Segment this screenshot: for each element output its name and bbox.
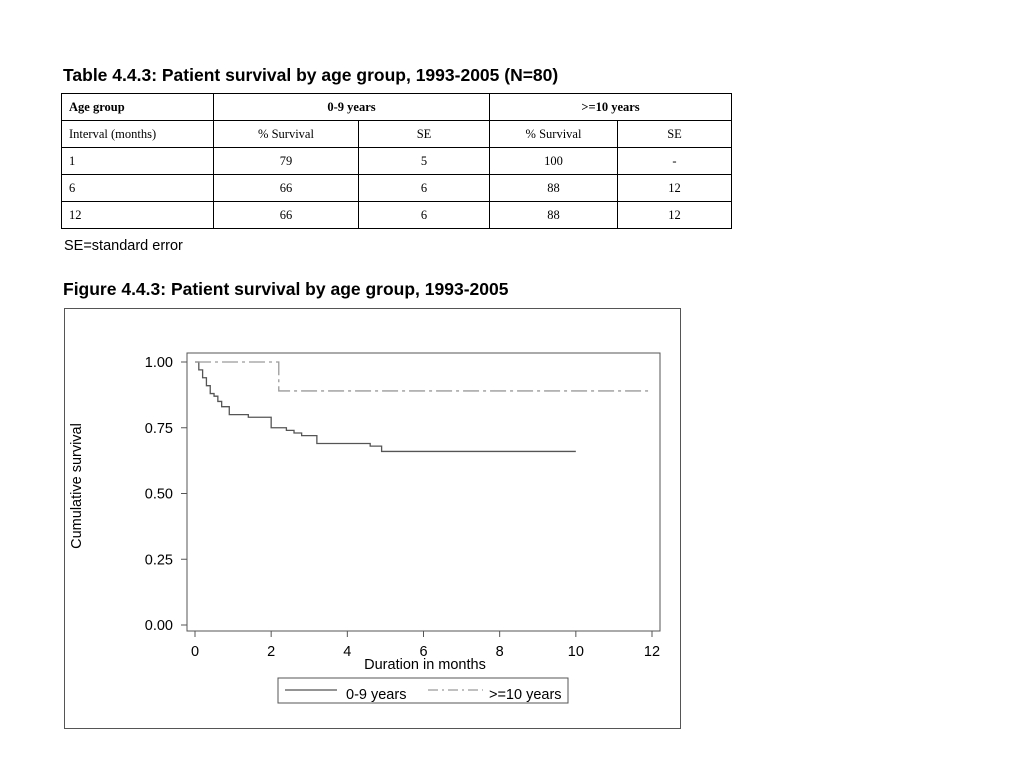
y-axis: 0.00 0.25 0.50 0.75 1.00 [145,355,187,634]
table-cell: 88 [489,174,618,202]
x-tick-label: 10 [568,644,584,660]
x-axis-label: Duration in months [364,657,486,673]
table-cell: 66 [213,201,359,229]
table-row: 6 66 6 88 12 [61,174,732,202]
legend-box [277,677,569,704]
series-layer [195,361,652,453]
group-header-0-9: 0-9 years [213,93,490,121]
table-cell: 6 [358,174,490,202]
interval-header: Interval (months) [61,120,214,148]
survival-curve-0-9-years [195,361,576,453]
table-cell: 79 [213,147,359,175]
table-cell: 66 [213,174,359,202]
table-cell: 100 [489,147,618,175]
table-cell: 6 [358,201,490,229]
table-cell: 12 [617,201,732,229]
age-group-header: Age group [61,93,214,121]
table-group-header-row: Age group 0-9 years >=10 years [61,93,732,121]
figure-frame: 0.00 0.25 0.50 0.75 1.00 0 2 4 6 8 10 12 Cumulativ… [64,308,681,729]
x-tick-label: 4 [343,644,351,660]
legend-label-0-9: 0-9 years [346,687,406,703]
plot-area [186,352,661,632]
table-title: Table 4.4.3: Patient survival by age gro… [63,65,559,85]
y-tick-label: 0.75 [145,421,173,437]
table-cell: 88 [489,201,618,229]
legend: 0-9 years >=10 years [277,677,569,704]
x-tick-label: 2 [267,644,275,660]
se-header: SE [617,120,732,148]
y-axis-label: Cumulative survival [69,423,85,549]
survival-chart: 0.00 0.25 0.50 0.75 1.00 0 2 4 6 8 10 12 Cumulativ… [69,352,661,704]
survival-header: % Survival [213,120,359,148]
table-cell: - [617,147,732,175]
x-tick-label: 6 [419,644,427,660]
y-tick-label: 0.50 [145,487,173,503]
table-cell: 1 [61,147,214,175]
figure-title: Figure 4.4.3: Patient survival by age gr… [63,279,509,299]
se-header: SE [358,120,490,148]
survival-header: % Survival [489,120,618,148]
table-cell: 12 [61,201,214,229]
x-tick-label: 12 [644,644,660,660]
table-row: 1 79 5 100 - [61,147,732,175]
legend-label-10-plus: >=10 years [489,687,562,703]
table-row: 12 66 6 88 12 [61,201,732,229]
table-footnote: SE=standard error [64,238,183,254]
x-tick-label: 8 [496,644,504,660]
y-tick-label: 0.00 [145,618,173,634]
table-cell: 12 [617,174,732,202]
table-cell: 5 [358,147,490,175]
table-sub-header-row: Interval (months) % Survival SE % Surviv… [61,120,732,148]
survival-table: Age group 0-9 years >=10 years Interval … [61,93,732,229]
y-tick-label: 0.25 [145,552,173,568]
survival-curve-10-plus-years [195,361,652,392]
table-cell: 6 [61,174,214,202]
x-tick-label: 0 [191,644,199,660]
group-header-10-plus: >=10 years [489,93,732,121]
y-tick-label: 1.00 [145,355,173,371]
x-axis: 0 2 4 6 8 10 12 [191,631,660,660]
